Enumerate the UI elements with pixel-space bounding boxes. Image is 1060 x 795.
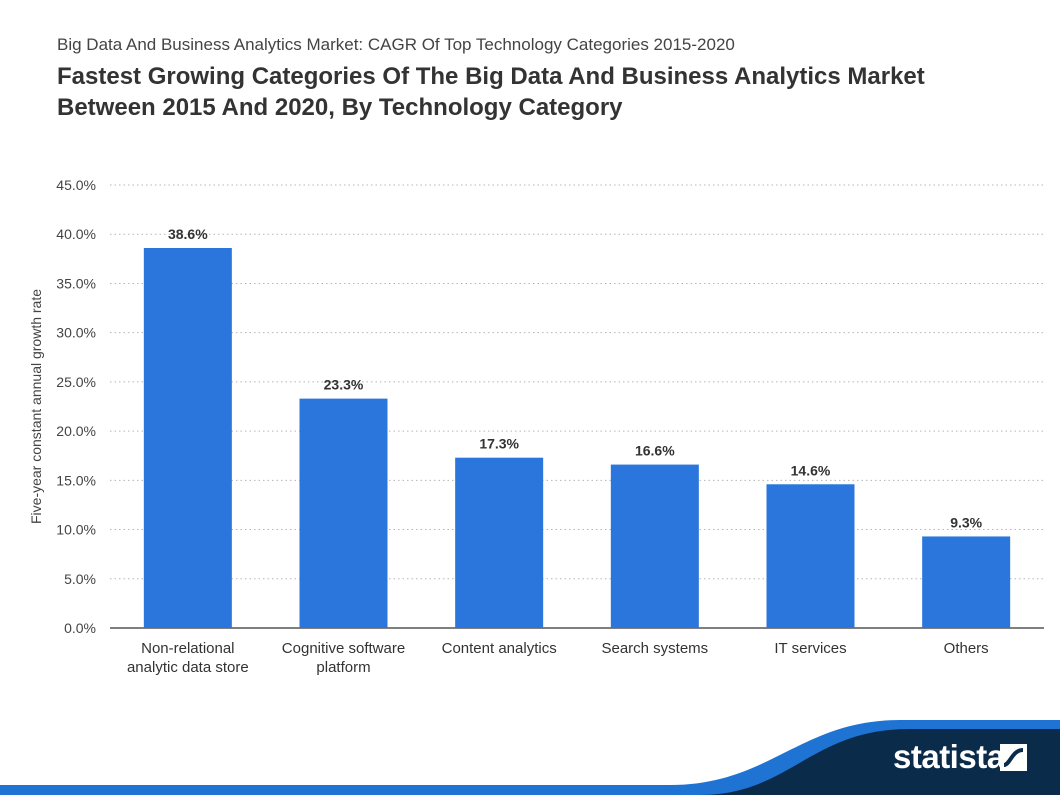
statista-logo-icon [1000,744,1027,771]
chart-supertitle: Big Data And Business Analytics Market: … [57,35,735,54]
y-tick-label: 5.0% [64,571,96,587]
data-label: 9.3% [950,514,982,530]
x-tick-label: Non-relational [141,640,234,657]
x-tick-label: Cognitive software [282,640,405,657]
x-tick-label: Content analytics [442,640,557,657]
x-tick-label: platform [316,659,370,676]
x-tick-label: Others [944,640,989,657]
y-tick-label: 10.0% [56,522,96,538]
bar [455,457,544,628]
x-tick-label: IT services [774,640,846,657]
footer-banner [0,720,1060,795]
chart-title: Fastest Growing Categories Of The Big Da… [57,63,925,121]
y-tick-label: 25.0% [56,374,96,390]
y-axis-label: Five-year constant annual growth rate [28,289,44,524]
bar [299,398,388,628]
data-label: 38.6% [168,226,208,242]
data-label: 17.3% [479,436,519,452]
y-tick-label: 45.0% [56,177,96,193]
x-tick-label: analytic data store [127,659,249,676]
bar-chart: 0.0% 5.0% 10.0% 15.0% 20.0% 25.0% 30.0% 35.0% 40… [28,177,1044,676]
bar [143,248,232,628]
bar [766,484,855,628]
bar [610,464,699,628]
y-tick-label: 40.0% [56,226,96,242]
y-tick-label: 15.0% [56,472,96,488]
y-tick-label: 0.0% [64,620,96,636]
y-tick-label: 35.0% [56,275,96,291]
data-label: 14.6% [791,462,831,478]
y-tick-label: 20.0% [56,423,96,439]
data-label: 23.3% [324,377,364,393]
bar [922,536,1011,628]
statista-brand: statista [893,738,1005,775]
y-tick-label: 30.0% [56,325,96,341]
data-label: 16.6% [635,443,675,459]
x-tick-label: Search systems [601,640,708,657]
